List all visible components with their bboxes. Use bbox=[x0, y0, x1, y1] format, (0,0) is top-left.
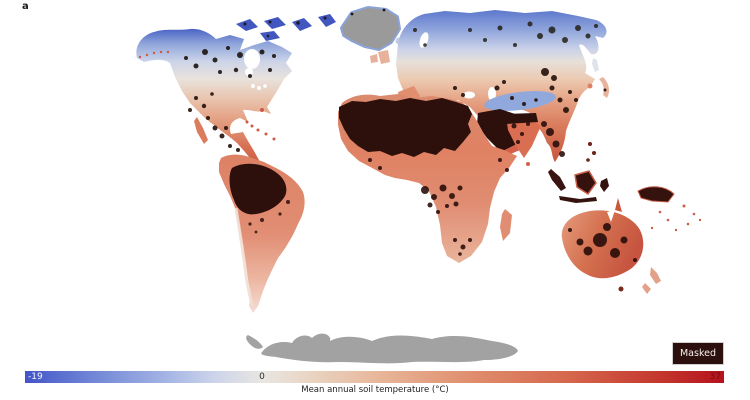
gulf-carpentaria bbox=[607, 210, 615, 222]
masked-speckles-india-seasia bbox=[511, 121, 565, 157]
colorbar: -19 0 37 bbox=[25, 371, 724, 383]
arctic-islands bbox=[236, 14, 336, 41]
region-korea bbox=[587, 83, 593, 89]
masked-himalaya bbox=[504, 113, 538, 124]
hudson-bay bbox=[244, 49, 260, 69]
region-north-america bbox=[136, 14, 336, 176]
masked-sahara bbox=[339, 98, 472, 157]
colorbar-min-tick: -19 bbox=[28, 372, 43, 382]
black-sea bbox=[463, 91, 475, 99]
region-madagascar bbox=[500, 209, 512, 241]
masked-speckles-canada bbox=[184, 16, 327, 78]
aleutian-islands bbox=[138, 50, 170, 59]
cape-york bbox=[615, 198, 622, 212]
sri-lanka bbox=[526, 162, 530, 166]
new-zealand bbox=[650, 267, 661, 284]
masked-speckles-us-mexico bbox=[188, 92, 240, 152]
masked-legend-label: Masked bbox=[679, 348, 716, 359]
region-uk bbox=[378, 50, 390, 64]
region-baja bbox=[194, 117, 208, 144]
caribbean-islands bbox=[245, 108, 276, 141]
java bbox=[559, 196, 597, 203]
region-africa bbox=[338, 94, 517, 263]
region-australia bbox=[561, 198, 661, 294]
masked-speckles-africa bbox=[368, 158, 509, 256]
panel-label: a bbox=[22, 1, 29, 12]
colorbar-max-tick: 37 bbox=[709, 372, 721, 382]
tibet-plateau bbox=[484, 91, 556, 111]
caspian-sea bbox=[488, 87, 496, 101]
region-antarctica bbox=[246, 333, 518, 364]
sakhalin bbox=[592, 58, 599, 72]
colorbar-zero-tick: 0 bbox=[259, 372, 265, 382]
pacific-islands bbox=[650, 204, 702, 232]
region-eurasia bbox=[370, 10, 610, 166]
tasmania bbox=[618, 286, 624, 292]
masked-speckles-central-asia bbox=[453, 68, 607, 113]
masked-amazon bbox=[229, 163, 287, 215]
region-greenland bbox=[340, 6, 403, 51]
region-japan bbox=[599, 77, 610, 98]
philippines bbox=[586, 142, 596, 162]
great-lakes bbox=[251, 84, 267, 90]
new-guinea bbox=[637, 186, 675, 203]
region-maritime-seasia bbox=[548, 142, 702, 232]
masked-speckles-siberia bbox=[413, 21, 598, 47]
antarctic-peninsula bbox=[246, 335, 263, 349]
region-ireland bbox=[370, 54, 378, 63]
sumatra bbox=[548, 169, 566, 191]
masked-legend: Masked bbox=[672, 342, 724, 365]
andes bbox=[234, 207, 254, 307]
masked-speckles-australia bbox=[568, 223, 637, 262]
colorbar-caption: Mean annual soil temperature (°C) bbox=[301, 385, 449, 395]
region-south-america bbox=[219, 154, 305, 313]
sulawesi bbox=[600, 178, 609, 192]
borneo bbox=[574, 170, 597, 196]
